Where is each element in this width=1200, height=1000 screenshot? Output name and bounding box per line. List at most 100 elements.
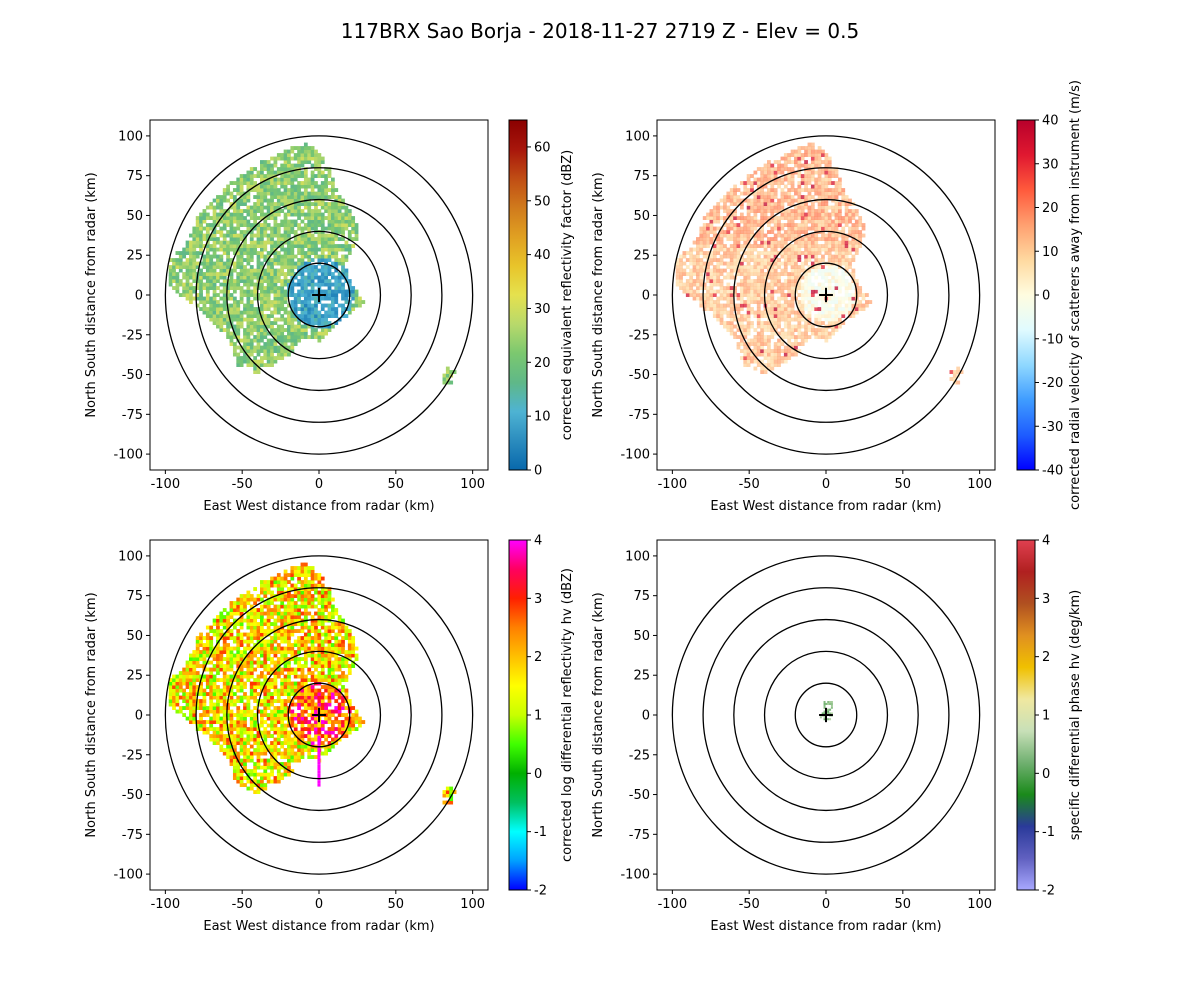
echo-cell [226, 314, 230, 318]
echo-cell [300, 261, 305, 266]
echo-cell [280, 198, 285, 203]
echo-cell [185, 275, 190, 280]
echo-cell [212, 692, 217, 696]
echo-cell [303, 223, 308, 227]
echo-cell [260, 240, 264, 245]
echo-cell [270, 342, 274, 346]
echo-cell [330, 289, 335, 294]
echo-cell [689, 268, 694, 273]
echo-cell [256, 226, 261, 231]
echo-cell [817, 184, 822, 189]
echo-cell [790, 251, 795, 255]
echo-cell [236, 181, 241, 185]
echo-cell [256, 783, 261, 787]
echo-cell [780, 223, 785, 227]
echo-cell [712, 282, 717, 287]
echo-cell [236, 632, 241, 637]
echo-cell [232, 758, 237, 763]
echo-cell [330, 296, 335, 301]
echo-cell [327, 247, 332, 252]
echo-cell [290, 282, 295, 287]
echo-cell [773, 349, 778, 353]
echo-cell [300, 237, 305, 241]
echo-cell [851, 272, 856, 276]
echo-cell [780, 307, 785, 311]
echo-cell [712, 237, 717, 241]
echo-cell [189, 289, 193, 294]
echo-cell [253, 779, 258, 784]
echo-cell [202, 300, 207, 304]
echo-cell [263, 783, 268, 787]
echo-cell [243, 177, 247, 182]
x-tick-label: 100 [967, 477, 992, 492]
echo-cell [239, 198, 244, 203]
echo-cell [716, 258, 721, 262]
echo-cell [253, 233, 258, 238]
echo-cell [205, 296, 210, 301]
echo-cell [824, 205, 829, 210]
echo-cell [287, 198, 291, 203]
echo-cell [324, 293, 329, 297]
echo-cell [249, 307, 254, 311]
echo-cell [276, 202, 281, 206]
echo-cell [324, 177, 329, 182]
echo-cell [266, 629, 271, 633]
echo-cell [696, 254, 700, 259]
echo-cell [216, 716, 220, 721]
echo-cell [324, 205, 329, 210]
echo-cell [736, 202, 741, 206]
echo-cell [783, 258, 788, 262]
echo-cell [699, 293, 704, 297]
echo-cell [723, 205, 727, 210]
echo-cell [827, 254, 832, 259]
echo-cell [185, 671, 190, 675]
echo-cell [783, 359, 788, 364]
echo-cell [743, 268, 748, 273]
echo-cell [260, 597, 264, 602]
echo-cell [327, 265, 332, 269]
echo-cell [834, 174, 839, 178]
echo-cell [844, 247, 849, 252]
echo-cell [310, 188, 315, 192]
echo-cell [716, 240, 721, 245]
echo-cell [178, 681, 183, 686]
echo-cell [253, 289, 258, 294]
echo-cell [763, 258, 768, 262]
echo-cell [219, 706, 224, 710]
echo-cell [260, 279, 264, 283]
echo-cell [263, 587, 268, 591]
echo-cell [222, 646, 227, 651]
echo-cell [780, 191, 785, 196]
echo-cell [726, 191, 731, 196]
echo-cell [263, 737, 268, 742]
echo-cell [256, 636, 261, 640]
echo-cell [777, 261, 781, 266]
echo-cell [837, 275, 842, 280]
echo-cell [239, 212, 244, 217]
echo-cell [270, 170, 274, 175]
echo-cell [260, 751, 264, 756]
echo-cell [303, 226, 308, 231]
echo-cell [249, 618, 254, 623]
echo-cell [753, 366, 758, 371]
echo-cell [773, 223, 778, 227]
echo-cell [226, 751, 230, 756]
echo-cell [249, 779, 254, 784]
echo-cell [253, 226, 258, 231]
echo-cell [753, 240, 758, 245]
echo-cell [716, 247, 721, 252]
echo-cell [324, 272, 329, 276]
echo-cell [243, 230, 247, 234]
echo-cell [753, 356, 758, 360]
echo-cell [824, 251, 829, 255]
echo-cell [739, 237, 744, 241]
echo-cell [773, 275, 778, 280]
echo-cell [706, 251, 710, 255]
echo-cell [307, 209, 312, 213]
echo-cell [858, 289, 863, 294]
y-tick-label: 0 [642, 289, 650, 304]
echo-cell [249, 716, 254, 721]
echo-cell [307, 153, 312, 157]
echo-cell [232, 685, 237, 689]
echo-cell [844, 307, 849, 311]
